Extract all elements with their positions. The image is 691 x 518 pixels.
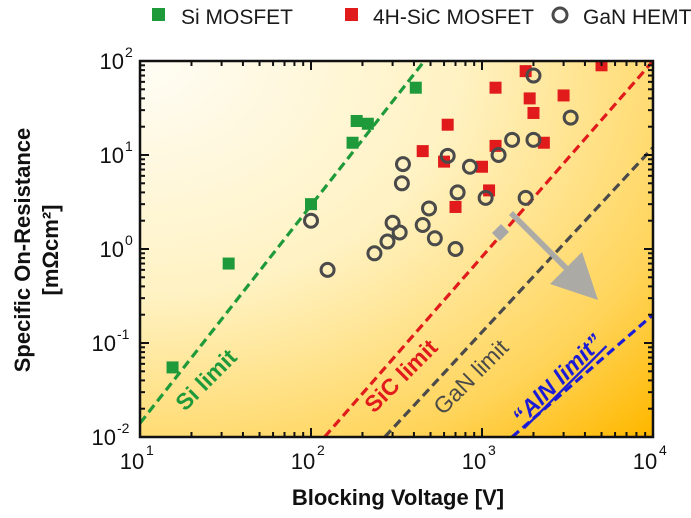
y-tick-label-0: 10 — [92, 425, 116, 450]
trend-arrow-shape — [503, 211, 598, 300]
point-4h-sic-mosfet-9 — [523, 92, 536, 105]
x-tick-label-exp-0: 1 — [146, 442, 154, 458]
point-gan-hemt-17 — [504, 131, 521, 148]
y-tick-label-exp-4: 2 — [125, 44, 133, 60]
x-tick-label-exp-1: 2 — [317, 442, 325, 458]
point-gan-hemt-10 — [426, 230, 443, 247]
point-gan-hemt-11 — [439, 147, 456, 164]
legend-marker-gan-hemt — [551, 6, 569, 24]
trend-arrow — [492, 211, 598, 300]
legend-item-sic-mosfet: 4H-SiC MOSFET — [345, 6, 534, 29]
y-tick-label-exp-1: -1 — [117, 326, 130, 342]
legend-label-sic-mosfet: 4H-SiC MOSFET — [373, 6, 534, 29]
y-tick-label-1: 10 — [92, 331, 116, 356]
legend-item-gan-hemt: GaN HEMT — [551, 6, 691, 29]
point-gan-hemt-5 — [391, 224, 408, 241]
limit-line-gan-limit — [383, 146, 653, 437]
x-tick-label-2: 10 — [462, 449, 486, 474]
point-gan-hemt-6 — [393, 175, 410, 192]
point-si-mosfet-2 — [305, 198, 317, 211]
point-gan-hemt-20 — [525, 67, 542, 84]
legend-item-si-mosfet: Si MOSFET — [152, 6, 293, 29]
point-gan-hemt-1 — [319, 261, 336, 278]
y-axis-title-line1: Specific On-Resistance — [10, 128, 35, 373]
point-4h-sic-mosfet-13 — [595, 61, 608, 72]
data-markers — [166, 61, 608, 374]
point-gan-hemt-7 — [394, 156, 411, 173]
x-tick-label-1: 10 — [291, 449, 315, 474]
point-gan-hemt-16 — [490, 147, 507, 163]
point-gan-hemt-18 — [517, 189, 534, 206]
legend-label-gan-hemt: GaN HEMT — [583, 6, 691, 29]
trend-arrow-tail-1 — [492, 224, 509, 241]
point-gan-hemt-12 — [447, 241, 464, 257]
point-si-mosfet-6 — [409, 81, 422, 94]
point-gan-hemt-0 — [303, 212, 319, 229]
point-gan-hemt-13 — [449, 184, 466, 201]
x-tick-label-exp-3: 4 — [659, 442, 667, 458]
point-gan-hemt-3 — [379, 233, 396, 250]
y-tick-label-exp-0: -2 — [117, 420, 130, 436]
point-4h-sic-mosfet-0 — [416, 145, 429, 158]
limit-line-aln-limit — [511, 313, 653, 437]
point-4h-sic-mosfet-10 — [527, 106, 540, 119]
axis-ticks — [139, 60, 654, 438]
point-4h-sic-mosfet-7 — [489, 81, 502, 94]
limit-line-si-limit — [140, 61, 426, 425]
point-gan-hemt-19 — [525, 131, 542, 148]
y-tick-label-exp-2: 0 — [125, 232, 133, 248]
point-4h-sic-mosfet-4 — [476, 160, 488, 173]
limit-lines — [140, 61, 653, 437]
point-gan-hemt-9 — [421, 200, 438, 217]
point-gan-hemt-8 — [414, 217, 431, 234]
y-tick-label-4: 10 — [100, 49, 124, 74]
y-tick-label-3: 10 — [100, 143, 124, 168]
point-si-mosfet-0 — [166, 361, 179, 374]
x-tick-label-exp-2: 3 — [488, 442, 496, 458]
x-axis-title: Blocking Voltage [V] — [292, 485, 504, 510]
point-gan-hemt-15 — [477, 189, 494, 206]
x-tick-label-0: 10 — [120, 449, 144, 474]
plot-layer — [140, 61, 653, 437]
y-tick-label-exp-3: 1 — [125, 138, 133, 154]
point-si-mosfet-5 — [361, 117, 374, 130]
legend-marker-sic-mosfet — [345, 8, 358, 21]
point-gan-hemt-2 — [366, 245, 383, 262]
y-tick-label-2: 10 — [100, 237, 124, 262]
point-si-mosfet-3 — [346, 136, 359, 149]
legend-label-si-mosfet: Si MOSFET — [181, 6, 293, 29]
point-si-mosfet-4 — [350, 114, 363, 127]
point-si-mosfet-1 — [222, 257, 235, 270]
point-4h-sic-mosfet-2 — [441, 118, 454, 131]
point-4h-sic-mosfet-3 — [449, 200, 462, 213]
y-axis-title-line2: [mΩcm²] — [38, 205, 63, 296]
point-gan-hemt-14 — [461, 158, 478, 175]
point-gan-hemt-21 — [562, 109, 579, 126]
x-tick-label-3: 10 — [633, 449, 657, 474]
legend-marker-si-mosfet — [152, 8, 165, 21]
point-4h-sic-mosfet-12 — [557, 89, 570, 102]
legend: Si MOSFET 4H-SiC MOSFET GaN HEMT — [152, 6, 691, 29]
x-tick-labels: 10 1 10 2 10 3 10 4 — [120, 442, 667, 474]
